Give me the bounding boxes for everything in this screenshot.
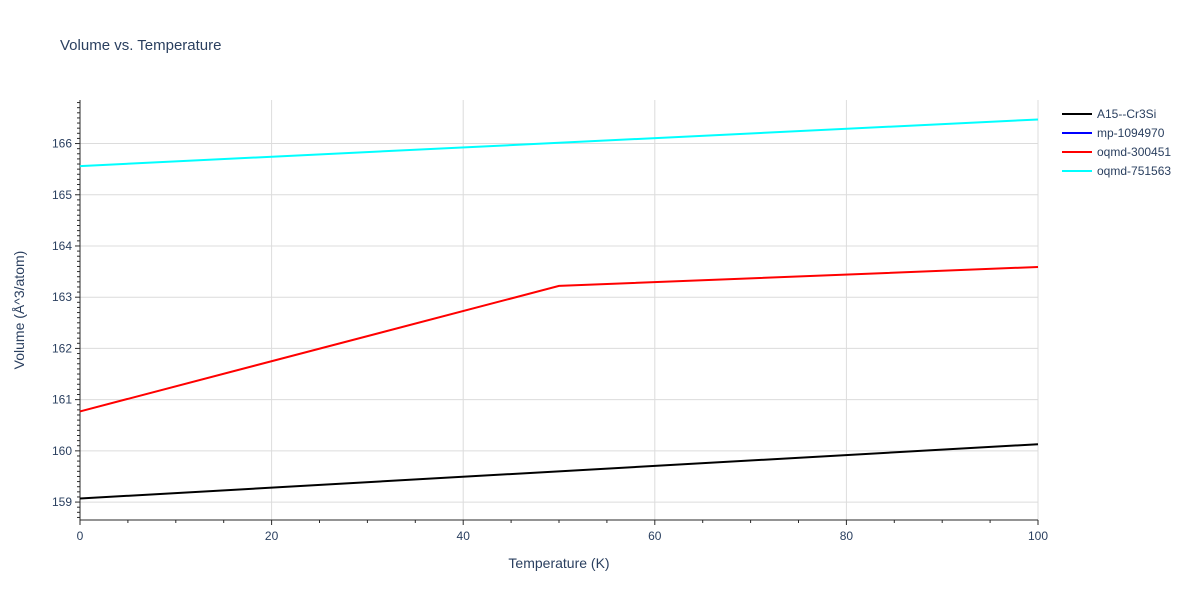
legend-item[interactable]: oqmd-300451	[1062, 145, 1171, 159]
legend-item[interactable]: mp-1094970	[1062, 126, 1165, 140]
y-tick-label: 163	[52, 290, 72, 304]
x-tick-label: 20	[265, 529, 279, 543]
legend-label: oqmd-300451	[1097, 145, 1171, 159]
y-tick-label: 159	[52, 495, 72, 509]
y-axis-title: Volume (Å^3/atom)	[11, 251, 27, 370]
series-line-oqmd-300451	[79, 265, 1039, 413]
legend-item[interactable]: oqmd-751563	[1062, 164, 1171, 178]
legend: A15--Cr3Si mp-1094970 oqmd-300451 oqmd-7515…	[1062, 107, 1171, 178]
legend-label: mp-1094970	[1097, 126, 1165, 140]
y-tick-label: 166	[52, 137, 72, 151]
legend-label: oqmd-751563	[1097, 164, 1171, 178]
x-tick-label: 0	[77, 529, 84, 543]
series-line-oqmd-751563	[79, 118, 1039, 168]
series-lines	[79, 118, 1039, 500]
x-axis-title: Temperature (K)	[508, 555, 609, 571]
x-tick-label: 80	[840, 529, 854, 543]
y-tick-label: 161	[52, 393, 72, 407]
legend-item[interactable]: A15--Cr3Si	[1062, 107, 1156, 121]
x-tick-label: 60	[648, 529, 662, 543]
x-tick-label: 40	[457, 529, 471, 543]
x-tick-label: 100	[1028, 529, 1048, 543]
legend-label: A15--Cr3Si	[1097, 107, 1156, 121]
y-tick-label: 165	[52, 188, 72, 202]
chart-title: Volume vs. Temperature	[60, 37, 221, 54]
y-tick-label: 164	[52, 239, 72, 253]
y-tick-label: 160	[52, 444, 72, 458]
series-line-A15--Cr3Si	[79, 443, 1039, 500]
axes: 0 20 40 60 80 100 159 160 161 162 163 164 165 166	[52, 100, 1048, 543]
grid	[80, 100, 1039, 520]
y-tick-label: 162	[52, 341, 72, 355]
